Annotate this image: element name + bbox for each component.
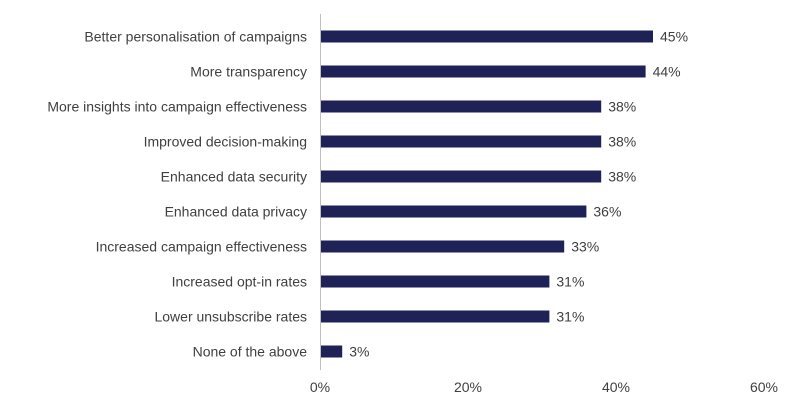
bar [320,30,653,43]
category-label: More insights into campaign effectivenes… [47,99,307,115]
category-labels: Better personalisation of campaigns More … [47,29,307,360]
value-labels: 45% 44% 38% 38% 38% 36% 33% 31% 31% 3% [349,29,688,360]
category-label: Increased campaign effectiveness [96,239,307,255]
category-label: Improved decision-making [144,134,307,150]
axes-group: 0% 20% 40% 60% [310,14,778,395]
category-label: More transparency [190,64,307,80]
x-tick-label: 0% [310,379,330,395]
bar [320,275,550,288]
bar [320,170,602,183]
category-label: Enhanced data security [161,169,307,185]
data-label: 31% [556,274,584,290]
bars-group [320,30,653,358]
bar [320,310,550,323]
category-label: Enhanced data privacy [165,204,307,220]
category-label: Increased opt-in rates [172,274,307,290]
bar [320,135,602,148]
data-label: 38% [608,134,636,150]
bar [320,65,646,78]
x-tick-label: 40% [602,379,630,395]
x-tick-label: 20% [454,379,482,395]
x-tick-label: 60% [750,379,778,395]
bar [320,240,565,253]
category-label: None of the above [193,344,308,360]
bar [320,345,343,358]
data-label: 38% [608,169,636,185]
data-label: 38% [608,99,636,115]
category-label: Better personalisation of campaigns [84,29,307,45]
data-label: 3% [349,344,369,360]
category-label: Lower unsubscribe rates [154,309,307,325]
data-label: 33% [571,239,599,255]
bar [320,100,602,113]
data-label: 45% [660,29,688,45]
bar [320,205,587,218]
data-label: 44% [653,64,681,80]
data-label: 31% [556,309,584,325]
data-label: 36% [593,204,621,220]
